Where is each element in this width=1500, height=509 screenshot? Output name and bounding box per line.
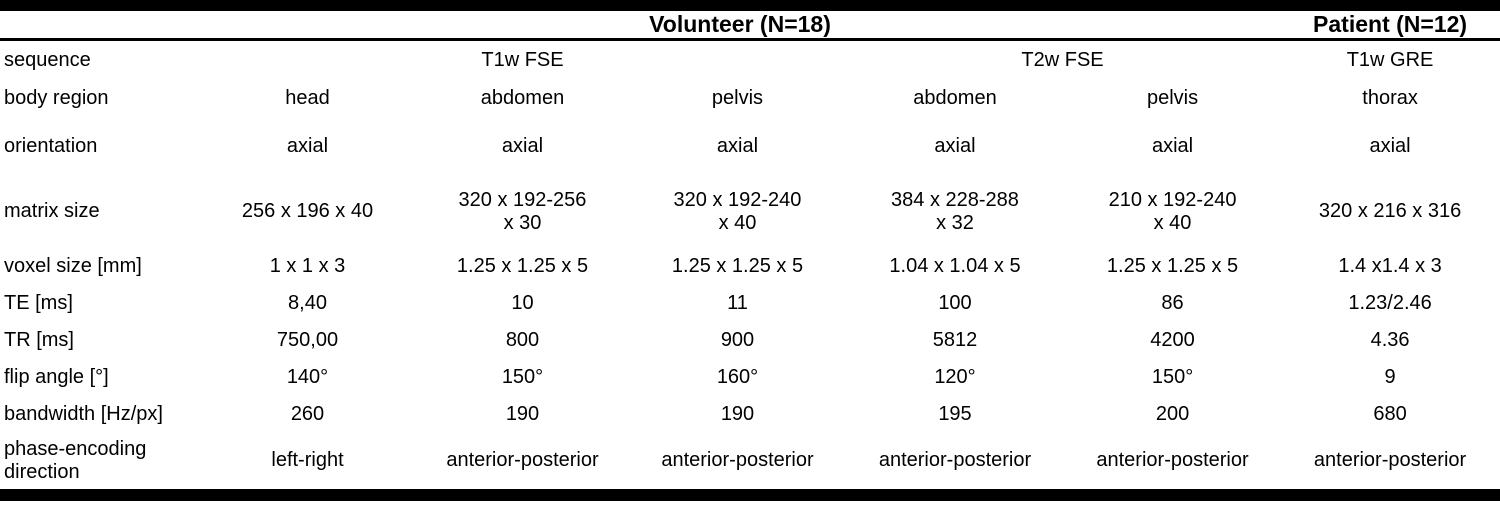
row-label: TE [ms] [4,291,73,314]
table-cell: abdomen [913,87,997,109]
row-orientation: orientation axial axial axial axial axia… [0,118,1500,176]
row-phase-encoding-direction: phase-encoding direction left-right ante… [0,433,1500,495]
table-cell: 11 [727,291,748,314]
table-cell: axial [286,135,329,157]
row-matrix-size: matrix size 256 x 196 x 40 320 x 192-256… [0,176,1500,248]
table-cell: 150° [1151,365,1194,388]
row-body-region: body region head abdomen pelvis abdomen … [0,80,1500,118]
row-label: orientation [4,135,98,157]
table-cell: axial [501,135,544,157]
row-sequence: sequence T1w FSE T2w FSE T1w GRE [0,40,1500,80]
table-cell: T1w FSE [481,48,564,71]
table-cell: axial [716,135,759,157]
table-cell: 320 x 216 x 316 [1318,200,1462,222]
table-cell: 320 x 192-240 x 40 [673,188,802,234]
table-cell: 1.23/2.46 [1348,291,1432,314]
table-cell: 1.04 x 1.04 x 5 [889,254,1021,277]
table-cell: pelvis [711,87,764,109]
table-cell: 800 [505,328,540,351]
table-cell: head [285,87,330,109]
table-cell: 320 x 192-256 x 30 [458,188,587,234]
group-header-row: Volunteer (N=18) Patient (N=12) [0,5,1500,41]
table-cell: 195 [938,402,972,425]
row-label: flip angle [°] [4,365,109,388]
patient-group-header: Patient (N=12) [1280,5,1500,41]
group-header-spacer [0,5,200,41]
table-cell: 680 [1373,402,1407,425]
table-cell: 256 x 196 x 40 [241,200,374,222]
table-cell: 260 [290,402,325,425]
table-cell: 4.36 [1370,328,1410,351]
table-cell: 120° [934,365,976,388]
table-cell: 190 [505,402,540,425]
table-cell: T1w GRE [1346,48,1434,71]
row-flip-angle: flip angle [°] 140° 150° 160° 120° 150° … [0,359,1500,396]
table-cell: 1.25 x 1.25 x 5 [456,254,589,277]
table-cell: anterior-posterior [1313,449,1467,471]
table-cell: 1.25 x 1.25 x 5 [671,254,804,277]
table-cell: 384 x 228-288 x 32 [891,188,1019,234]
row-label: bandwidth [Hz/px] [4,402,163,425]
table-cell: left-right [271,449,344,471]
table-cell: 140° [286,365,329,388]
row-label: matrix size [4,200,100,222]
table-cell: 1.4 x1.4 x 3 [1338,254,1442,277]
table-cell: abdomen [480,87,565,109]
row-te: TE [ms] 8,40 10 11 100 86 1.23/2.46 [0,285,1500,322]
table-cell: anterior-posterior [446,449,599,471]
table-cell: 9 [1384,365,1396,388]
row-bandwidth: bandwidth [Hz/px] 260 190 190 195 200 68… [0,396,1500,433]
table-cell: anterior-posterior [878,449,1032,471]
table-cell: 750,00 [276,328,339,351]
table-cell: axial [1151,135,1194,157]
row-voxel-size: voxel size [mm] 1 x 1 x 3 1.25 x 1.25 x … [0,248,1500,285]
table-cell: 8,40 [288,291,327,314]
table-cell: 100 [938,291,972,314]
table-cell: 4200 [1150,328,1195,351]
table-cell: 190 [720,402,755,425]
table-cell: 10 [511,291,534,314]
table-cell: anterior-posterior [1096,449,1249,471]
table-cell: 86 [1161,291,1184,314]
table-cell: anterior-posterior [661,449,814,471]
table-cell: pelvis [1146,87,1199,109]
table-cell: T2w FSE [1021,48,1104,71]
table-cell: 1.25 x 1.25 x 5 [1106,254,1239,277]
table-cell: 1 x 1 x 3 [269,254,346,277]
row-label: sequence [4,48,91,71]
row-label: TR [ms] [4,328,74,351]
table-cell: 200 [1155,402,1190,425]
table-cell: axial [1369,135,1411,157]
volunteer-group-header: Volunteer (N=18) [200,5,1281,41]
table-cell: 5812 [932,328,978,351]
row-label: voxel size [mm] [4,254,142,277]
table-cell: 900 [720,328,755,351]
table-cell: thorax [1362,87,1418,109]
table-cell: 150° [501,365,544,388]
row-label: body region [4,87,109,109]
table-cell: 210 x 192-240 x 40 [1108,188,1237,234]
table-cell: axial [934,135,976,157]
row-tr: TR [ms] 750,00 800 900 5812 4200 4.36 [0,322,1500,359]
row-label: phase-encoding direction [4,437,147,483]
table-cell: 160° [716,365,759,388]
